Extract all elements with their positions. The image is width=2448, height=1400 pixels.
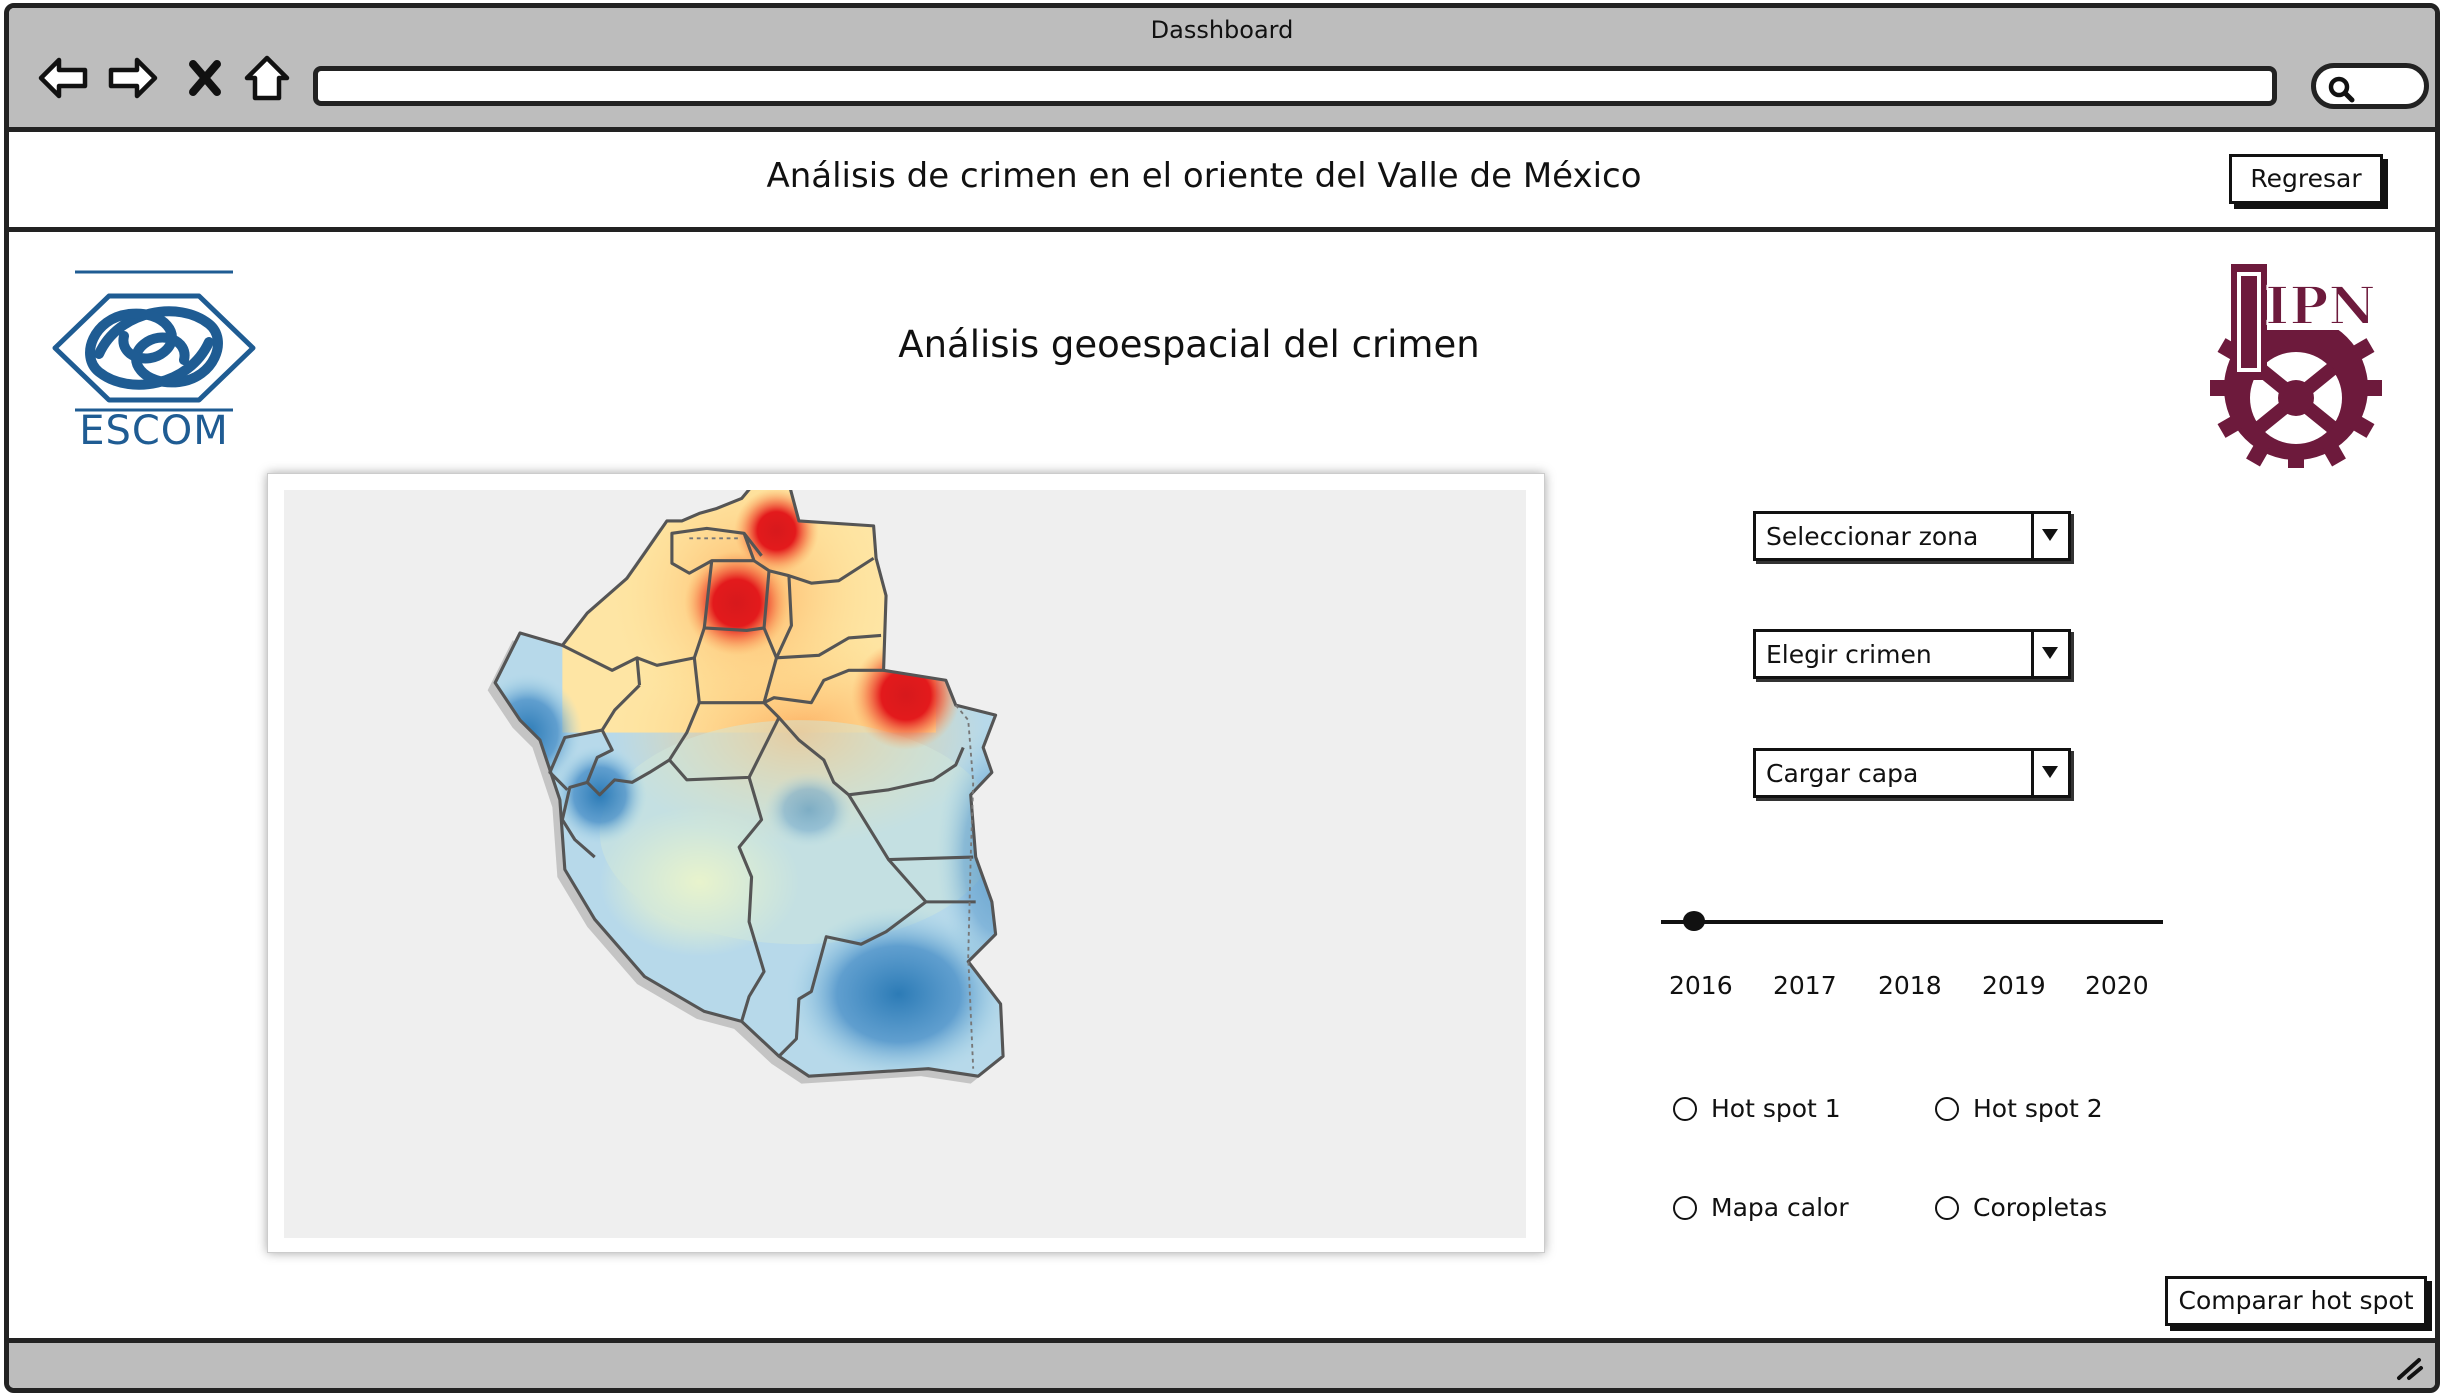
- search-icon: [2328, 76, 2355, 103]
- escom-logo: [49, 270, 259, 460]
- search-button[interactable]: [2311, 63, 2429, 109]
- browser-chrome: Dasshboard: [9, 8, 2435, 132]
- radio-coropletas[interactable]: Coropletas: [1935, 1193, 2107, 1222]
- heat-map-canvas[interactable]: [284, 481, 1526, 1238]
- year-label: 2019: [1982, 971, 2046, 1000]
- radio-label: Mapa calor: [1711, 1193, 1849, 1222]
- radio-circle[interactable]: [1673, 1195, 1697, 1220]
- section-title: Análisis geoespacial del crimen: [898, 323, 1480, 366]
- ipn-logo-text: IPN: [2265, 276, 2376, 337]
- chevron-down-icon[interactable]: [2031, 632, 2068, 676]
- radio-mapa-calor[interactable]: Mapa calor: [1673, 1193, 1849, 1222]
- home-icon[interactable]: [241, 52, 293, 104]
- year-label: 2016: [1669, 971, 1733, 1000]
- radio-hot-spot-1[interactable]: Hot spot 1: [1673, 1094, 1841, 1123]
- back-button[interactable]: Regresar: [2229, 154, 2383, 204]
- escom-logo-text: ESCOM: [79, 408, 229, 454]
- year-label: 2017: [1773, 971, 1837, 1000]
- resize-grip-icon[interactable]: [2393, 1350, 2425, 1382]
- crime-select[interactable]: Elegir crimen: [1753, 629, 2071, 679]
- zone-select[interactable]: Seleccionar zona: [1753, 511, 2071, 561]
- status-bar: [9, 1338, 2435, 1388]
- radio-label: Hot spot 1: [1711, 1094, 1841, 1123]
- app-header: Análisis de crimen en el oriente del Val…: [9, 132, 2435, 232]
- crime-select-label: Elegir crimen: [1766, 640, 1932, 669]
- chevron-down-icon[interactable]: [2031, 514, 2068, 558]
- arrow-right-icon[interactable]: [107, 52, 159, 104]
- radio-circle[interactable]: [1673, 1096, 1697, 1121]
- year-slider-track[interactable]: [1661, 920, 2163, 924]
- chevron-down-icon[interactable]: [2031, 751, 2068, 795]
- radio-circle[interactable]: [1935, 1096, 1959, 1121]
- address-bar[interactable]: [313, 66, 2277, 106]
- radio-hot-spot-2[interactable]: Hot spot 2: [1935, 1094, 2103, 1123]
- heat-map[interactable]: [284, 481, 1526, 1238]
- browser-window: Dasshboard Análisis de crimen en el orie…: [4, 3, 2440, 1393]
- map-panel[interactable]: [267, 473, 1545, 1253]
- radio-label: Coropletas: [1973, 1193, 2108, 1222]
- zone-select-label: Seleccionar zona: [1766, 522, 1979, 551]
- ipn-logo: IPN: [2201, 258, 2391, 474]
- year-slider-thumb[interactable]: [1683, 911, 1705, 931]
- year-label: 2020: [2085, 971, 2149, 1000]
- layer-select[interactable]: Cargar capa: [1753, 748, 2071, 798]
- compare-hot-spot-button[interactable]: Comparar hot spot: [2165, 1276, 2427, 1326]
- radio-label: Hot spot 2: [1973, 1094, 2103, 1123]
- window-title: Dasshboard: [1150, 16, 1294, 44]
- year-label: 2018: [1878, 971, 1942, 1000]
- layer-select-label: Cargar capa: [1766, 759, 1919, 788]
- close-icon[interactable]: [185, 52, 225, 104]
- app-title: Análisis de crimen en el oriente del Val…: [766, 156, 1642, 196]
- radio-circle[interactable]: [1935, 1195, 1959, 1220]
- arrow-left-icon[interactable]: [37, 52, 89, 104]
